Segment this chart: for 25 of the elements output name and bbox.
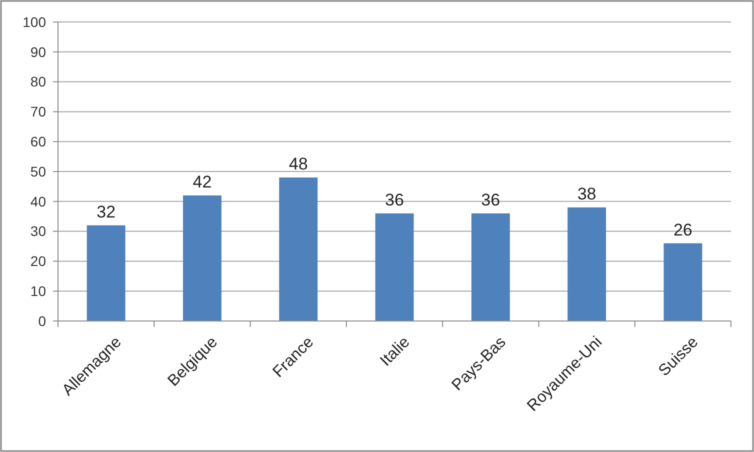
y-tick-label: 50 [30, 163, 46, 180]
bar [375, 213, 414, 321]
y-tick-label: 30 [30, 223, 46, 240]
data-label: 42 [192, 172, 212, 192]
y-tick-label: 70 [30, 104, 46, 120]
y-tick-label: 90 [30, 44, 46, 60]
data-label: 36 [481, 190, 500, 210]
y-tick-label: 20 [30, 253, 46, 270]
bar [664, 243, 702, 321]
data-label: 36 [385, 190, 404, 210]
data-label: 48 [288, 154, 308, 174]
y-tick-label: 100 [22, 14, 46, 30]
bar [182, 195, 222, 321]
bar [279, 177, 318, 321]
bar [471, 213, 510, 321]
data-label: 38 [577, 184, 596, 204]
y-tick-label: 10 [30, 283, 46, 299]
y-tick-label: 40 [30, 193, 46, 210]
bar [86, 225, 126, 321]
data-label: 26 [673, 220, 692, 240]
data-label: 32 [96, 202, 116, 222]
y-tick-label: 0 [38, 312, 46, 329]
bar [568, 207, 606, 321]
y-tick-label: 80 [30, 74, 46, 90]
y-tick-label: 60 [30, 134, 46, 150]
